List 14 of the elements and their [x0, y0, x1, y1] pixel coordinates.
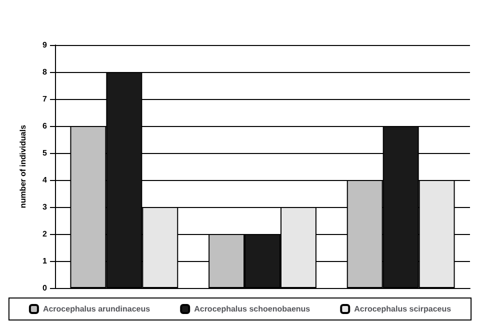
y-tick-label: 8 [42, 68, 48, 76]
y-tick-label: 7 [42, 94, 48, 104]
y-tick-label: 0 [42, 284, 48, 292]
y-axis-title: number of individuals [18, 124, 28, 208]
y-tick-label: 2 [42, 230, 48, 238]
y-tick-label: 1 [42, 256, 48, 266]
y-tick-label: 9 [42, 40, 48, 50]
legend-label: Acrocephalus schoenobaenus [194, 304, 311, 314]
y-tick-label: 4 [42, 176, 48, 184]
y-tick-label: 6 [42, 122, 48, 130]
y-tick-label: 5 [42, 148, 48, 158]
y-tick-label: 3 [42, 202, 48, 212]
legend-label: Acrocephalus arundinaceus [42, 304, 151, 314]
legend-label: Acrocephalus scirpaceus [354, 304, 452, 314]
